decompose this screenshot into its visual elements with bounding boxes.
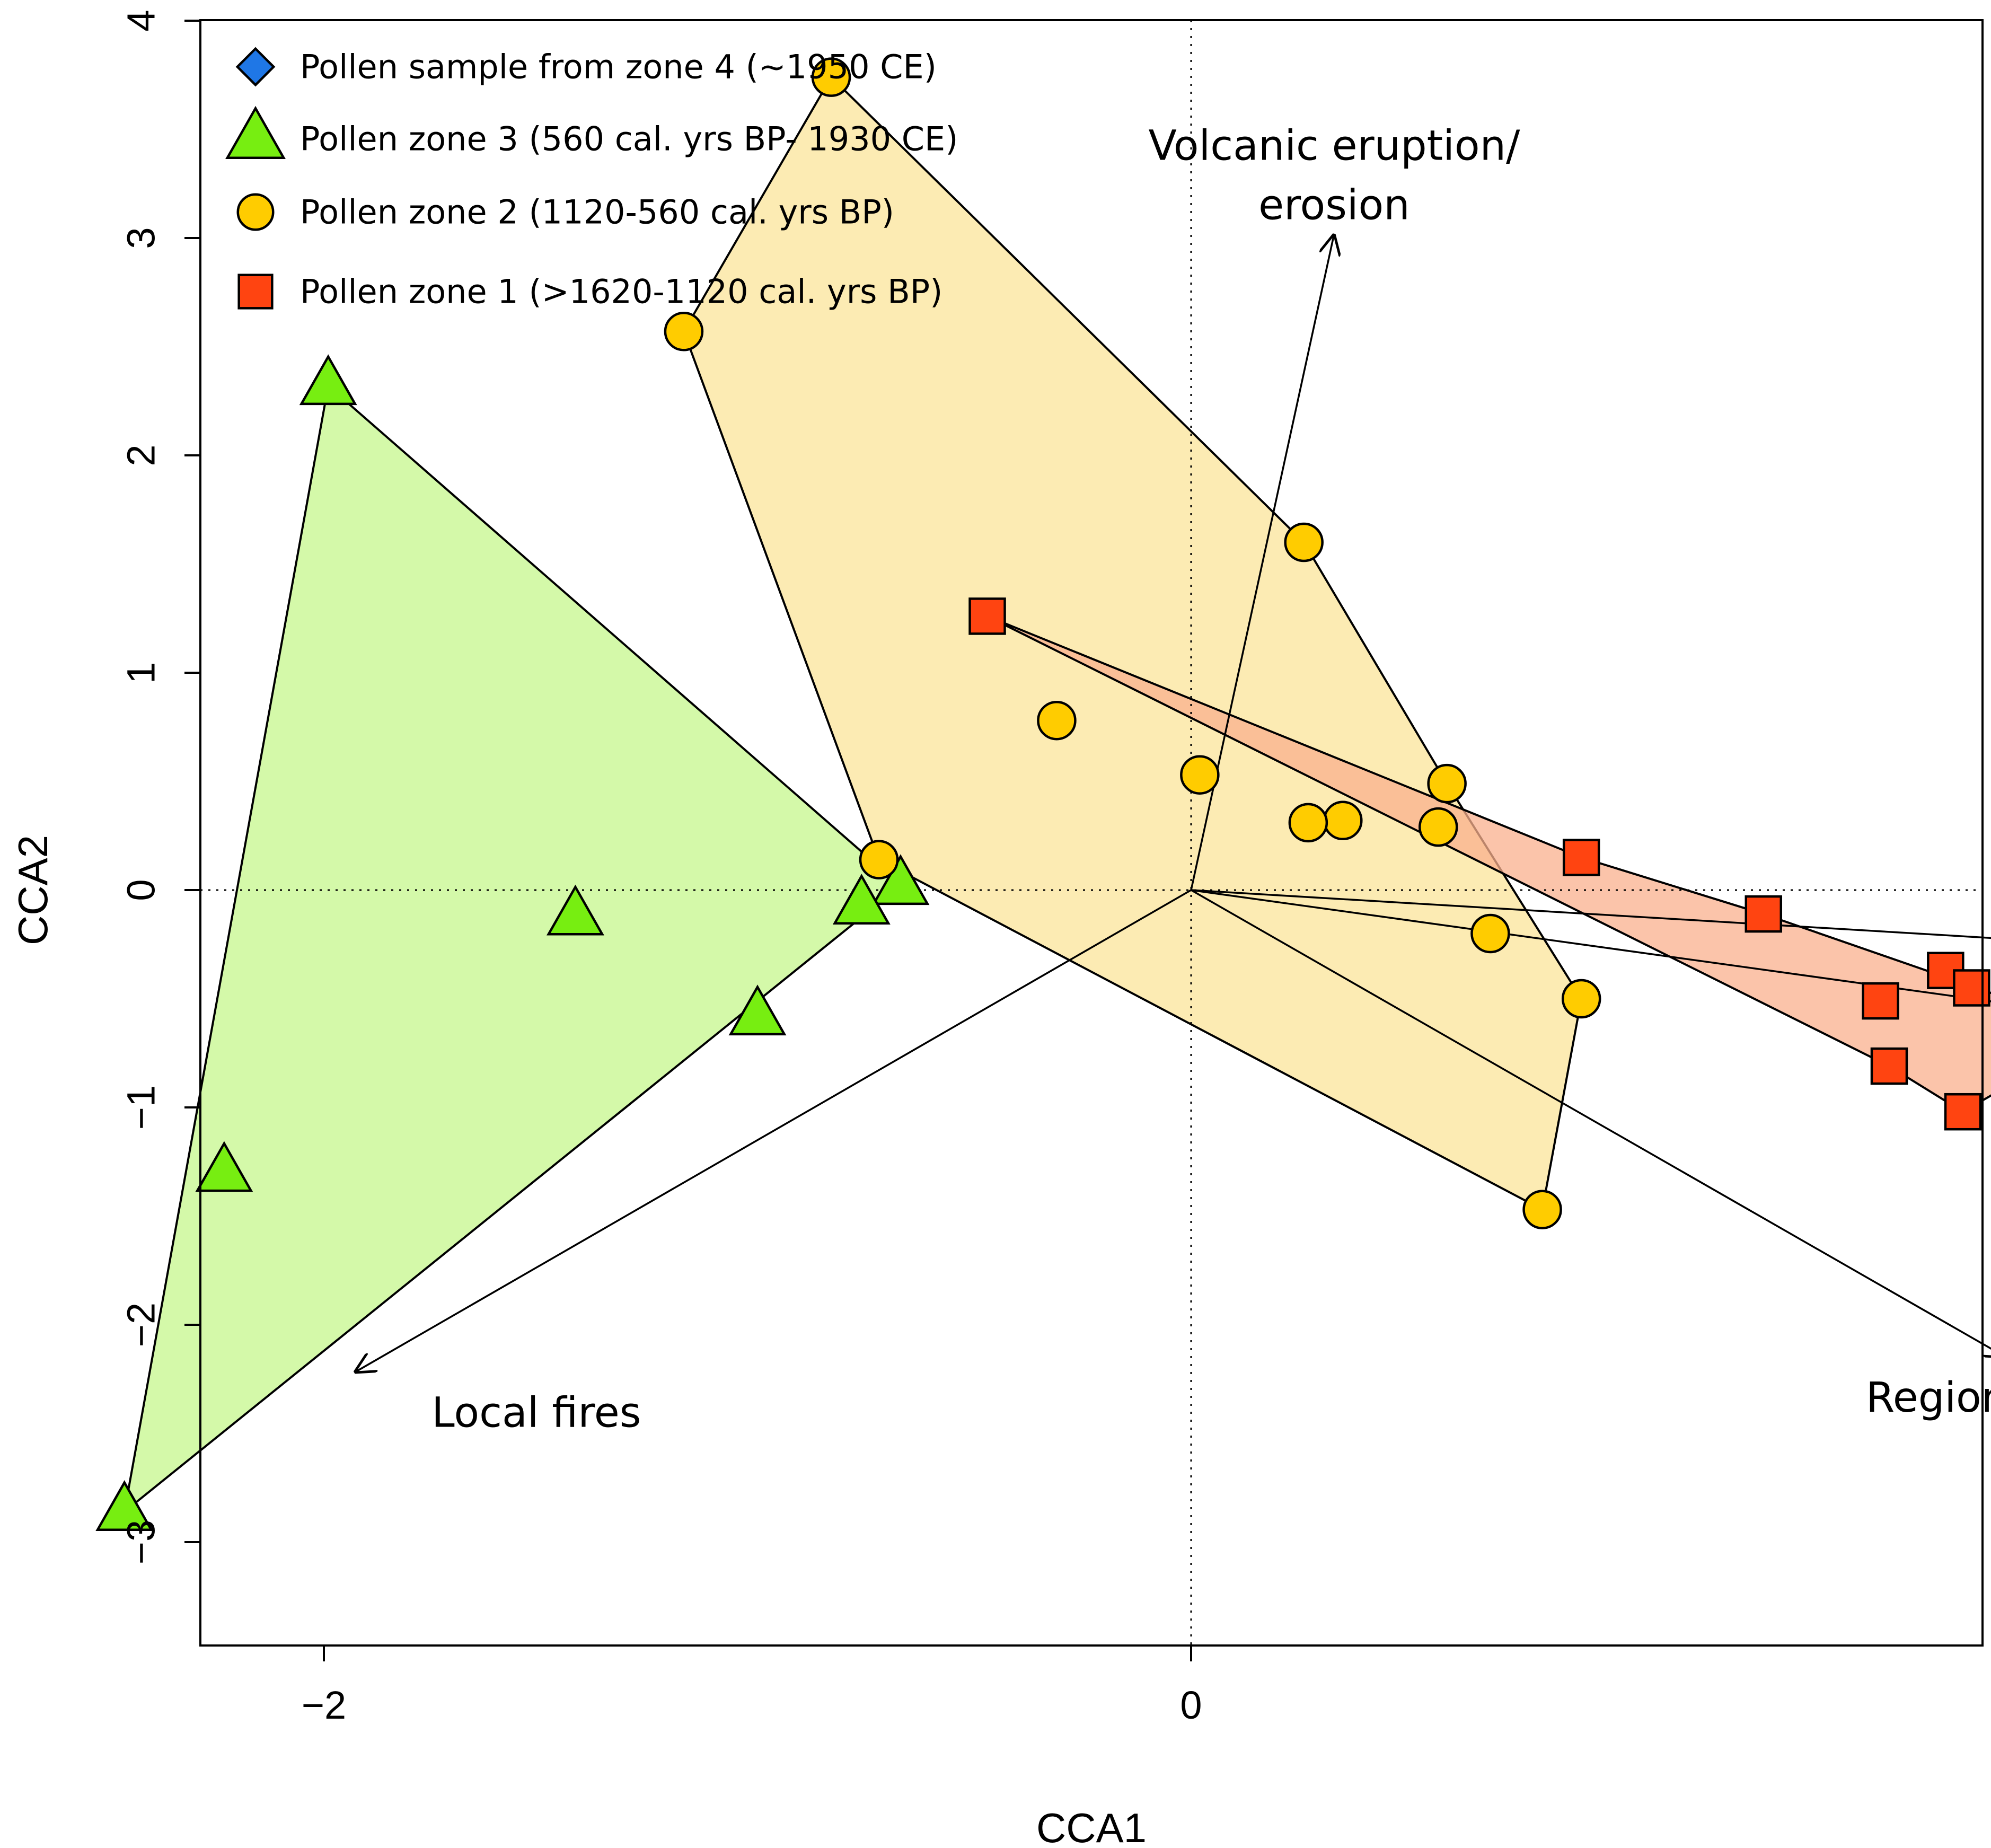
y-tick-label-7: 3 [119, 227, 163, 249]
legend-label-3: Pollen zone 2 (1120-560 cal. yrs BP) [300, 193, 894, 232]
y-tick-label-5: 1 [119, 662, 163, 683]
legend-label-4: Pollen zone 1 (>1620-1120 cal. yrs BP) [300, 272, 942, 311]
y-tick-label-6: 2 [119, 444, 163, 466]
legend-marker-circle [236, 193, 275, 231]
triangle-point-zone3-3 [871, 854, 930, 905]
triangle-point-zone3-2 [546, 884, 604, 936]
vector-label-volcanic-eruption: Volcanic eruption/ [1149, 122, 1521, 170]
hull-layer [122, 75, 1991, 1515]
circle-point-zone2-13 [1522, 1190, 1562, 1229]
reference-lines [200, 20, 1983, 1645]
y-tick-label-8: 4 [119, 10, 163, 31]
circle-point-zone2-4 [1037, 700, 1077, 741]
circle-point-zone2-7 [1323, 800, 1363, 841]
circle-point-zone2-1 [811, 57, 851, 97]
x-tick-label-3: 0 [1180, 1683, 1202, 1727]
triangle-point-zone3-6 [195, 1141, 253, 1192]
square-point-zone1-5 [1953, 969, 1990, 1007]
circle-point-zone2-11 [1470, 913, 1510, 954]
circle-point-zone2-9 [1419, 807, 1458, 847]
triangle-point-zone3-7 [95, 1480, 154, 1531]
square-point-zone1-2 [1562, 839, 1600, 876]
circle-point-zone2-12 [1561, 979, 1601, 1019]
circle-point-zone2-10 [859, 840, 899, 879]
hull-2 [682, 75, 1583, 1211]
plot-frame [199, 19, 1984, 1647]
vector-layer: Volcanic eruption/erosionErosionPrecipit… [354, 122, 1991, 1437]
legend-label-2: Pollen zone 3 (560 cal. yrs BP- 1930 CE) [300, 120, 958, 159]
square-point-zone1-1 [968, 597, 1006, 635]
hull-1 [122, 383, 903, 1515]
legend: Pollen sample from zone 4 (~1950 CE) Poll… [225, 47, 958, 311]
vector-label-regional-fires: Regional fires [1866, 1374, 1991, 1422]
vector-precipitation [1191, 889, 1991, 1002]
y-tick-label-3: −1 [119, 1085, 163, 1130]
circle-point-zone2-5 [1180, 755, 1220, 795]
triangle-point-zone3-1 [299, 354, 357, 406]
circle-point-zone2-6 [1427, 763, 1467, 804]
x-tick-label-2: −2 [302, 1683, 346, 1727]
square-point-zone1-9 [1944, 1093, 1982, 1131]
triangle-point-zone3-5 [728, 984, 787, 1036]
legend-marker-square [237, 274, 274, 310]
vector-erosion [1191, 889, 1991, 939]
y-tick-label-2: −2 [119, 1303, 163, 1347]
y-tick-label-1: −3 [119, 1520, 163, 1564]
vector-label-local-fires: Local fires [431, 1389, 641, 1437]
legend-label-1: Pollen sample from zone 4 (~1950 CE) [300, 48, 937, 86]
vector-regional-fires [1191, 889, 1991, 1358]
square-point-zone1-3 [1745, 895, 1783, 933]
square-point-zone1-6 [1862, 982, 1899, 1020]
vector-local-fires [354, 889, 1192, 1372]
circle-point-zone2-3 [1284, 522, 1324, 562]
square-point-zone1-8 [1870, 1047, 1908, 1085]
legend-marker-diamond [235, 47, 276, 87]
legend-marker-triangle [225, 105, 286, 160]
y-tick-label-4: 0 [119, 879, 163, 901]
vector-label-volcanic-eruption-line2: erosion [1258, 181, 1410, 229]
circle-point-zone2-2 [664, 312, 704, 351]
x-axis-label: CCA1 [1036, 1805, 1147, 1848]
triangle-point-zone3-4 [832, 874, 891, 925]
y-axis-label: CCA2 [10, 835, 56, 945]
point-layer [95, 57, 1990, 1531]
circle-point-zone2-8 [1288, 803, 1328, 843]
